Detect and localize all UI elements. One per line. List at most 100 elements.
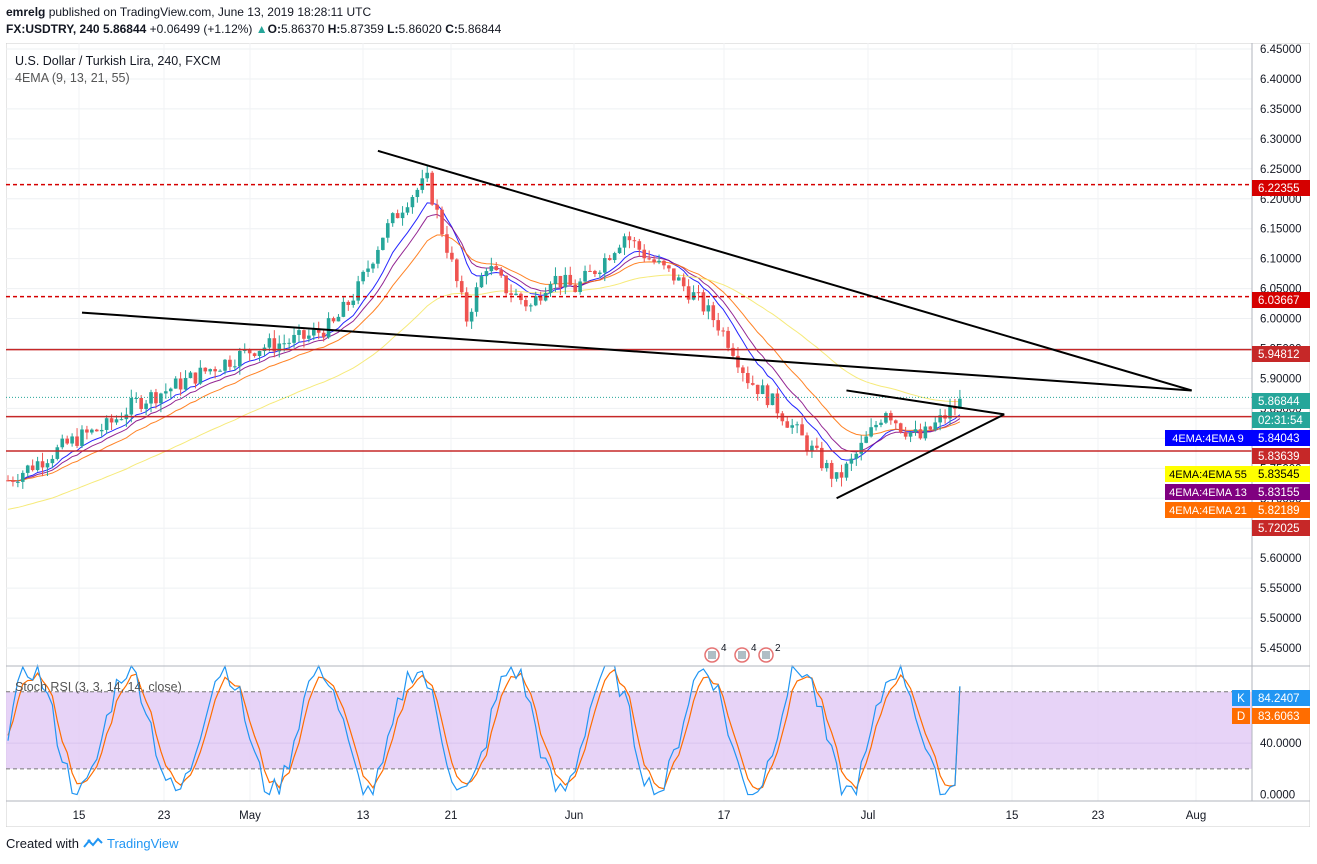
candle-body bbox=[119, 419, 124, 421]
candle-body bbox=[149, 392, 153, 404]
price-tag-value: 5.72025 bbox=[1258, 523, 1300, 535]
time-axis-label: Jun bbox=[565, 810, 584, 822]
price-axis-label: 6.15000 bbox=[1260, 224, 1302, 236]
open-label: O: bbox=[267, 22, 281, 36]
candle-body bbox=[282, 343, 286, 345]
candle-body bbox=[178, 378, 183, 390]
trendline bbox=[377, 149, 1192, 392]
candle-body bbox=[425, 172, 430, 179]
price-tag-box bbox=[1252, 412, 1310, 428]
candle-body bbox=[223, 359, 227, 371]
candle-body bbox=[356, 281, 360, 301]
candle-body bbox=[326, 318, 331, 338]
candle-body bbox=[622, 236, 627, 248]
candle-body bbox=[238, 350, 242, 367]
price-axis-label: 6.30000 bbox=[1260, 134, 1302, 146]
candle-body bbox=[533, 296, 538, 306]
candle-body bbox=[908, 432, 913, 437]
time-axis-label: 21 bbox=[445, 810, 458, 822]
candle-body bbox=[336, 316, 341, 322]
candle-body bbox=[208, 369, 213, 372]
price-tag-label: 4EMA:4EMA 55 bbox=[1169, 469, 1247, 481]
candle-body bbox=[430, 172, 434, 205]
candle-body bbox=[459, 281, 464, 293]
candle-body bbox=[617, 247, 622, 254]
candle-body bbox=[440, 209, 444, 235]
price-tag-box bbox=[1252, 430, 1310, 446]
price-axis-label: 5.45000 bbox=[1260, 643, 1302, 655]
candle-body bbox=[85, 429, 89, 433]
candle-body bbox=[716, 320, 721, 331]
candle-body bbox=[55, 447, 60, 459]
candle-body bbox=[760, 385, 765, 395]
price-axis-label: 6.40000 bbox=[1260, 74, 1302, 86]
candle-body bbox=[859, 442, 864, 454]
candle-body bbox=[514, 293, 518, 295]
candle-body bbox=[139, 397, 143, 409]
candle-body bbox=[548, 284, 553, 294]
created-with-text: Created with bbox=[6, 836, 79, 851]
stoch-tag-value: 84.2407 bbox=[1258, 693, 1300, 705]
candle-body bbox=[815, 445, 819, 448]
candle-body bbox=[824, 462, 829, 469]
candle-body bbox=[50, 458, 55, 464]
chart-header: emrelg published on TradingView.com, Jun… bbox=[6, 4, 501, 38]
candle-body bbox=[400, 212, 405, 219]
change-value: +0.06499 (+1.12%) bbox=[149, 22, 253, 36]
stoch-d-line bbox=[7, 668, 961, 790]
event-count: 4 bbox=[751, 643, 757, 654]
candle-body bbox=[741, 367, 745, 374]
candle-body bbox=[159, 393, 163, 404]
candle-body bbox=[918, 429, 923, 439]
stoch-tag-letter: D bbox=[1237, 711, 1245, 723]
price-tag-label-box bbox=[1165, 430, 1252, 446]
candle-body bbox=[755, 384, 760, 395]
candle-body bbox=[676, 277, 681, 281]
trendline bbox=[81, 311, 1192, 392]
candle-body bbox=[198, 367, 203, 384]
candle-body bbox=[474, 287, 479, 312]
candle-body bbox=[450, 252, 454, 260]
candle-body bbox=[109, 418, 114, 423]
candle-body bbox=[598, 272, 602, 275]
low-value: 5.86020 bbox=[398, 22, 442, 36]
candle-body bbox=[958, 398, 962, 409]
candle-body bbox=[390, 213, 395, 224]
candle-body bbox=[90, 429, 94, 433]
price-tag-value: 5.86844 bbox=[1258, 396, 1300, 408]
candle-body bbox=[228, 359, 232, 367]
ema-line bbox=[7, 202, 961, 482]
candle-body bbox=[829, 462, 834, 479]
candle-body bbox=[834, 472, 839, 479]
event-flag-icon bbox=[762, 651, 770, 659]
candle-body bbox=[578, 281, 582, 293]
candle-body bbox=[385, 223, 390, 238]
publisher-name[interactable]: emrelg bbox=[6, 5, 46, 19]
candle-body bbox=[80, 429, 84, 446]
price-axis-label: 5.90000 bbox=[1260, 373, 1302, 385]
price-tag-value: 5.94812 bbox=[1258, 349, 1300, 361]
candle-body bbox=[479, 276, 484, 288]
close-label: C: bbox=[445, 22, 458, 36]
candle-body bbox=[785, 421, 790, 428]
candle-body bbox=[469, 311, 474, 322]
tradingview-brand-link[interactable]: TradingView bbox=[106, 836, 179, 851]
candle-body bbox=[35, 461, 40, 471]
price-chart-svg[interactable]: 5.450005.500005.550005.600005.650005.700… bbox=[5, 42, 1311, 828]
candle-body bbox=[553, 275, 558, 285]
candle-body bbox=[504, 275, 508, 294]
candle-body bbox=[602, 258, 607, 273]
chart-area[interactable]: 5.450005.500005.550005.600005.650005.700… bbox=[5, 42, 1311, 828]
candle-body bbox=[499, 270, 504, 276]
price-tag-box bbox=[1252, 393, 1310, 409]
candle-body bbox=[183, 377, 188, 390]
candle-body bbox=[869, 427, 873, 437]
candle-body bbox=[696, 292, 701, 294]
stoch-tag-box bbox=[1252, 690, 1310, 706]
price-tag-value: 6.22355 bbox=[1258, 183, 1300, 195]
candle-body bbox=[795, 424, 799, 426]
candle-body bbox=[321, 332, 326, 338]
candle-body bbox=[627, 236, 632, 241]
stoch-k-line bbox=[7, 663, 961, 797]
symbol-label: FX:USDTRY, 240 bbox=[6, 22, 100, 36]
